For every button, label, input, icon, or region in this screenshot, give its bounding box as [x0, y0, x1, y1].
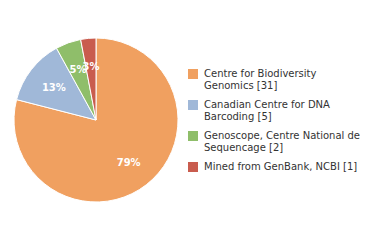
svg-text:79%: 79%	[117, 157, 141, 168]
html-text:Genoscope, Centre National de: Genoscope, Centre National de Sequencage…	[204, 129, 360, 153]
svg-text:13%: 13%	[42, 82, 66, 93]
html-text:Mined from GenBank, NCBI [1]: Mined from GenBank, NCBI [1]	[204, 160, 358, 172]
svg-text:5%: 5%	[69, 64, 87, 76]
html-text:Canadian Centre for DNA Barcod: Canadian Centre for DNA Barcoding [5]	[204, 98, 330, 122]
svg-text:3%: 3%	[82, 61, 99, 72]
html-text:Centre for Biodiversity Genomi: Centre for Biodiversity Genomics [31]	[204, 67, 317, 91]
